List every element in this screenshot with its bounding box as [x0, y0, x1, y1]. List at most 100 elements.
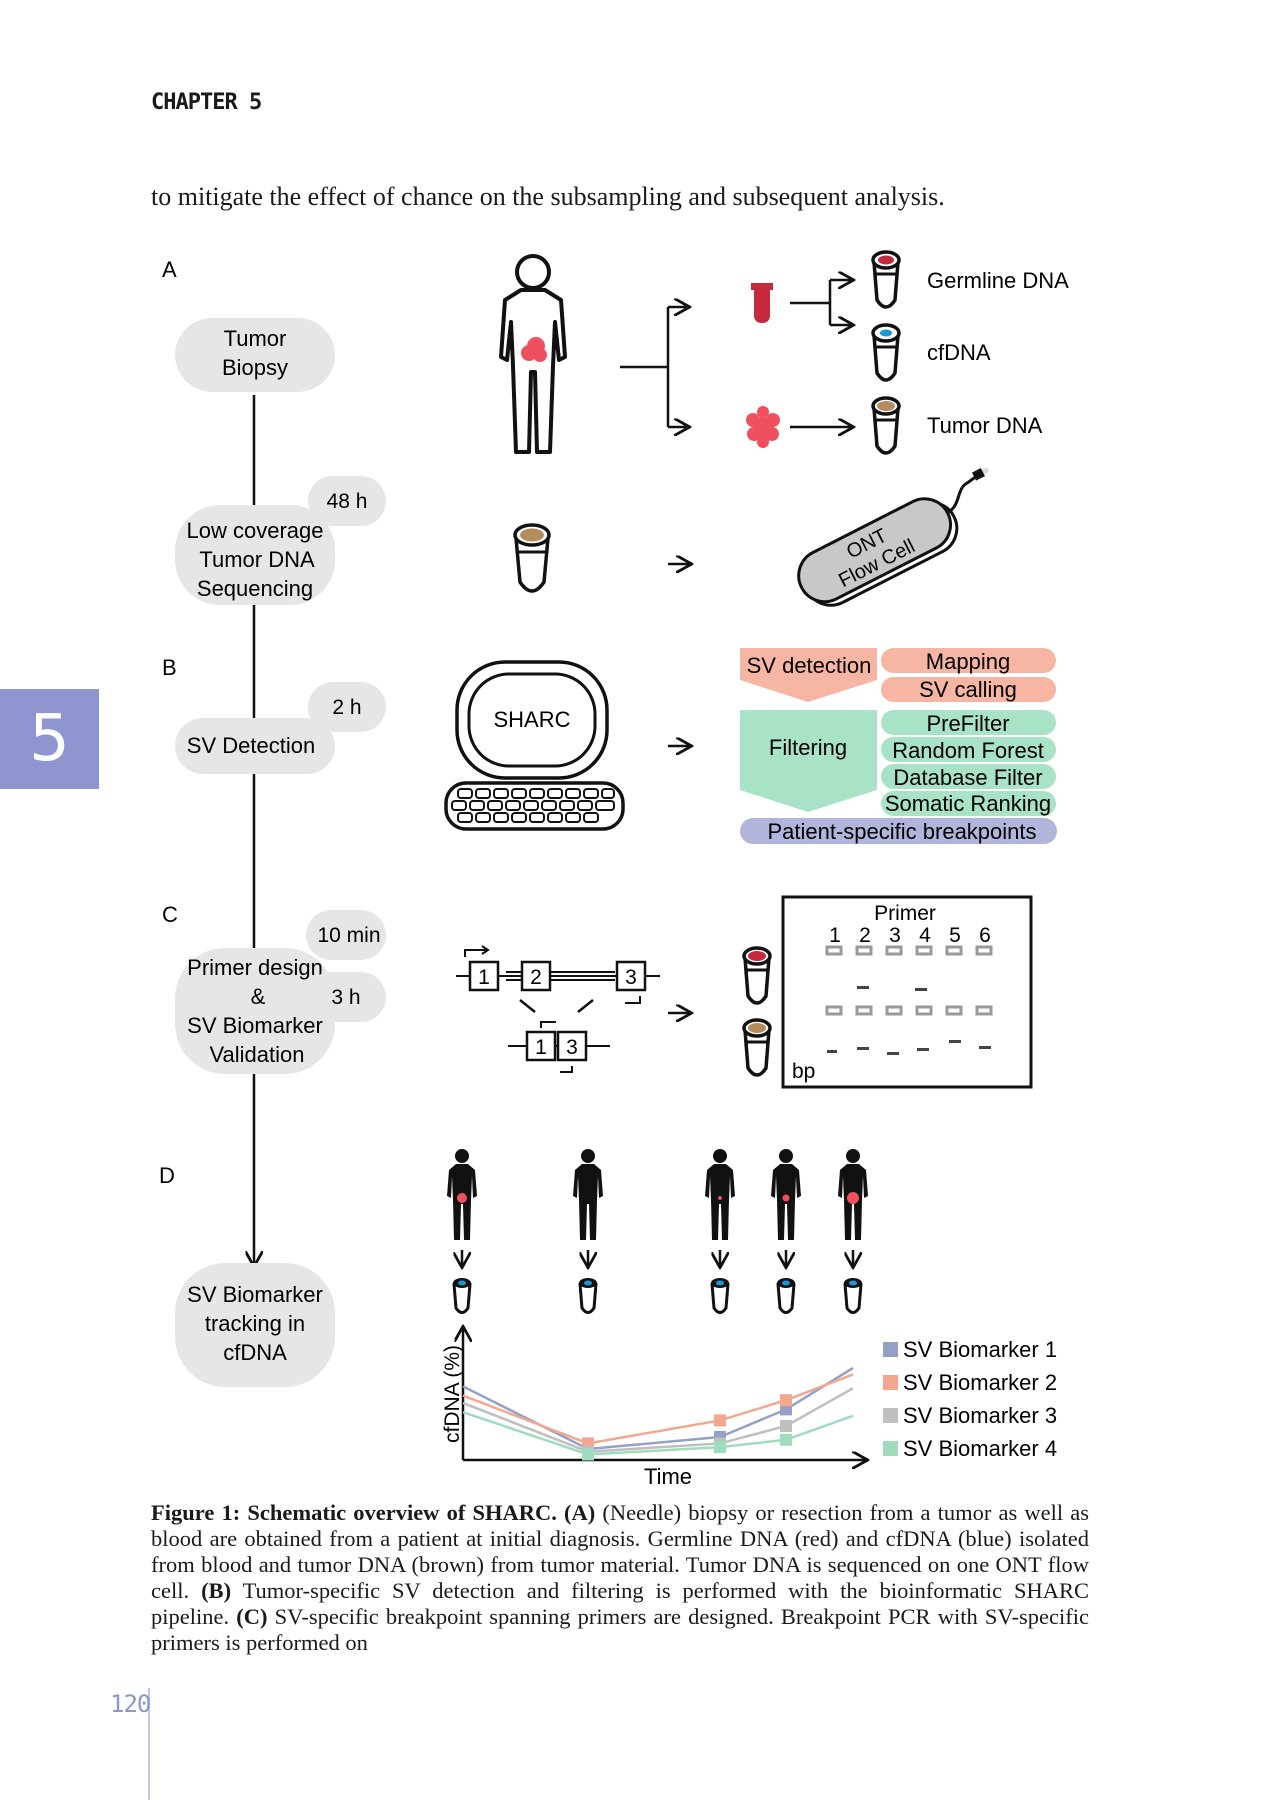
- gel-lane-6: 6: [979, 924, 991, 947]
- legend-swatch-2: [883, 1375, 898, 1390]
- step-sv-detection: SV Detection: [175, 718, 335, 774]
- svg-text:SHARC: SHARC: [493, 707, 570, 732]
- step-tumor-biopsy: Tumor Biopsy: [175, 318, 335, 392]
- branch-connector: [620, 307, 688, 427]
- pipeline-patient-specific-breakpoints: Patient-specific breakpoints: [740, 818, 1057, 844]
- time-badge-48h: 48 h: [308, 476, 386, 526]
- blood-draw-arrows: [462, 1250, 853, 1266]
- pipeline-prefilter: PreFilter: [881, 710, 1056, 736]
- svg-text:Random Forest: Random Forest: [892, 738, 1044, 763]
- sharc-computer-icon: SHARC: [444, 660, 625, 831]
- svg-text:Low coverage: Low coverage: [187, 518, 324, 543]
- pipeline-somatic-ranking: Somatic Ranking: [881, 791, 1056, 816]
- pipeline-filtering-block: Filtering: [740, 710, 877, 812]
- cfdna-tracking-chart: cfDNA (%) Time SV Biomarker 1 SV Biomarke…: [441, 1328, 1057, 1489]
- step-sv-biomarker-tracking: SV Biomarker tracking in cfDNA: [175, 1263, 335, 1387]
- breakpoint-exon-diagram: [456, 945, 660, 1073]
- exon-2-label: 2: [530, 966, 542, 989]
- svg-text:2 h: 2 h: [332, 696, 361, 719]
- svg-text:SV Biomarker: SV Biomarker: [187, 1282, 323, 1307]
- series-4-point-3: [714, 1441, 726, 1454]
- chapter-header: CHAPTER 5: [151, 90, 262, 115]
- series-1-point-4: [780, 1403, 792, 1416]
- svg-text:Filtering: Filtering: [769, 735, 847, 760]
- tumor-dna-label: Tumor DNA: [927, 413, 1043, 438]
- legend-swatch-3: [883, 1408, 898, 1423]
- gel-lane-5: 5: [949, 924, 961, 947]
- pipeline-random-forest: Random Forest: [881, 737, 1056, 763]
- tumor-dna-tube-icon: [871, 396, 901, 455]
- svg-text:SV detection: SV detection: [747, 653, 872, 678]
- germline-dna-label: Germline DNA: [927, 268, 1069, 293]
- page-number: 120: [110, 1690, 151, 1718]
- cfdna-sample-tube-2: [577, 1276, 599, 1314]
- svg-text:tracking in: tracking in: [205, 1311, 305, 1336]
- exon-3-label: 3: [625, 966, 637, 989]
- svg-text:SV Biomarker: SV Biomarker: [187, 1013, 323, 1038]
- svg-text:Validation: Validation: [210, 1042, 305, 1067]
- svg-text:Primer design: Primer design: [187, 955, 323, 980]
- gel-lane-2: 2: [859, 924, 871, 947]
- pcr-germline-tube-icon: [742, 946, 772, 1005]
- cfdna-sample-tube-4: [775, 1276, 797, 1314]
- fusion-exon-1-label: 1: [535, 1036, 547, 1059]
- panel-label-b: B: [162, 655, 177, 680]
- patient-timepoint-2: [573, 1149, 603, 1240]
- cfdna-sample-tube-5: [842, 1276, 864, 1314]
- series-2-point-3: [714, 1414, 726, 1427]
- intro-text: to mitigate the effect of chance on the …: [151, 182, 945, 211]
- blood-tube-icon: [751, 283, 773, 323]
- germline-dna-tube-icon: [871, 250, 901, 309]
- series-2-point-4: [780, 1394, 792, 1407]
- time-badge-2h: 2 h: [308, 682, 386, 732]
- sharc-figure: A B C D Tumor Biopsy Low coverage Tumor …: [159, 250, 1069, 1489]
- panel-label-a: A: [162, 257, 177, 282]
- tumor-dna-sample-tube-icon: [513, 523, 551, 593]
- svg-text:cfDNA: cfDNA: [223, 1340, 287, 1365]
- caption-part-b-marker: (B): [201, 1578, 232, 1603]
- pcr-tumor-tube-icon: [742, 1018, 772, 1077]
- chart-y-axis-label: cfDNA (%): [441, 1345, 464, 1443]
- chart-x-axis-label: Time: [644, 1464, 692, 1489]
- step-primer-design-validation: Primer design & SV Biomarker Validation: [175, 948, 335, 1074]
- caption-part-a-marker: (A): [564, 1500, 596, 1525]
- fusion-exon-3-label: 3: [566, 1036, 578, 1059]
- svg-text:Mapping: Mapping: [926, 649, 1010, 674]
- time-badge-3h: 3 h: [306, 972, 386, 1022]
- cfdna-label: cfDNA: [927, 340, 991, 365]
- panel-label-d: D: [159, 1163, 175, 1188]
- exon-1-label: 1: [478, 966, 490, 989]
- cfdna-sample-tube-1: [451, 1276, 473, 1314]
- legend-label-4: SV Biomarker 4: [903, 1436, 1057, 1461]
- tumor-tissue-icon: [746, 406, 780, 448]
- legend-label-2: SV Biomarker 2: [903, 1370, 1057, 1395]
- svg-text:Tumor DNA: Tumor DNA: [199, 547, 315, 572]
- patient-timepoint-4: [771, 1149, 801, 1240]
- blood-split-connector: [790, 280, 852, 325]
- pipeline-sv-detection-block: SV detection: [740, 648, 877, 702]
- panel-label-c: C: [162, 902, 178, 927]
- caption-part-a: (Needle) biopsy or resection from a tumo…: [151, 1500, 1089, 1603]
- time-badge-10min: 10 min: [306, 910, 386, 960]
- svg-text:PreFilter: PreFilter: [926, 711, 1009, 736]
- gel-lane-4: 4: [919, 924, 931, 947]
- patient-figure: [499, 254, 567, 454]
- caption-part-b: Tumor-specific SV detection and filterin…: [151, 1578, 1090, 1629]
- cfdna-tube-icon: [871, 323, 901, 382]
- svg-text:Biopsy: Biopsy: [222, 355, 288, 380]
- cfdna-sample-tube-3: [709, 1276, 731, 1314]
- svg-text:Sequencing: Sequencing: [197, 576, 313, 601]
- svg-text:48 h: 48 h: [327, 490, 368, 513]
- patient-timepoint-5: [838, 1149, 868, 1240]
- caption-label: Figure 1: Schematic overview of SHARC.: [151, 1500, 557, 1525]
- gel-panel: Primer 1 2 3 4 5 6 bp: [781, 895, 1033, 1089]
- svg-text:SV Detection: SV Detection: [187, 733, 315, 758]
- svg-text:&: &: [251, 984, 266, 1009]
- svg-text:Database Filter: Database Filter: [893, 765, 1042, 790]
- svg-text:SV calling: SV calling: [919, 677, 1017, 702]
- series-4-point-4: [780, 1433, 792, 1446]
- svg-text:Primer: Primer: [874, 902, 936, 925]
- pipeline-mapping: Mapping: [881, 648, 1056, 674]
- chapter-tab: 5: [0, 689, 99, 789]
- caption-part-c-marker: (C): [236, 1604, 268, 1629]
